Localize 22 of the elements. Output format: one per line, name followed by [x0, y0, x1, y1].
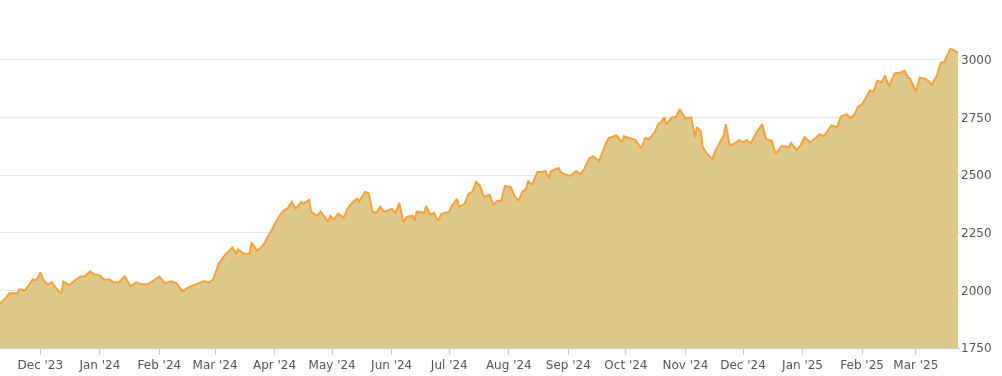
- x-tick-label: Jan '25: [781, 358, 824, 373]
- x-tick-label: Apr '24: [252, 358, 297, 373]
- y-tick-label: 2000: [961, 283, 992, 298]
- x-tick-label: Mar '24: [192, 358, 238, 373]
- x-tick-label: Jan '24: [78, 358, 121, 373]
- x-tick-label: May '24: [308, 358, 356, 373]
- x-tick-label: Feb '25: [840, 358, 884, 373]
- x-tick-label: Nov '24: [662, 358, 709, 373]
- x-tick-label: Dec '23: [17, 358, 64, 373]
- x-tick-label: Dec '24: [720, 358, 766, 373]
- x-tick-label: Mar '25: [893, 358, 939, 373]
- y-tick-label: 1750: [961, 341, 992, 356]
- x-tick-label: Jul '24: [429, 358, 468, 373]
- x-tick-label: Jun '24: [370, 358, 413, 373]
- y-tick-label: 3000: [961, 52, 992, 67]
- x-tick-label: Oct '24: [604, 358, 648, 373]
- y-tick-label: 2500: [961, 168, 992, 183]
- x-tick-label: Sep '24: [545, 358, 591, 373]
- x-tick-label: Feb '24: [137, 358, 182, 373]
- x-tick-label: Aug '24: [485, 358, 532, 373]
- y-tick-label: 2750: [961, 110, 992, 125]
- y-tick-label: 2250: [961, 225, 992, 240]
